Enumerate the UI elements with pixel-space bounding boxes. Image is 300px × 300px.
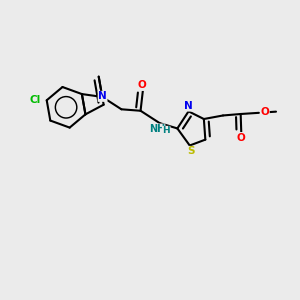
Text: O: O [260,106,269,117]
Text: NH: NH [148,124,165,134]
Text: N: N [184,101,193,111]
Text: O: O [137,80,146,90]
Text: Cl: Cl [30,95,41,105]
Text: O: O [236,133,245,142]
Text: S: S [187,146,194,156]
Text: N: N [98,91,107,101]
Text: H: H [162,126,170,135]
